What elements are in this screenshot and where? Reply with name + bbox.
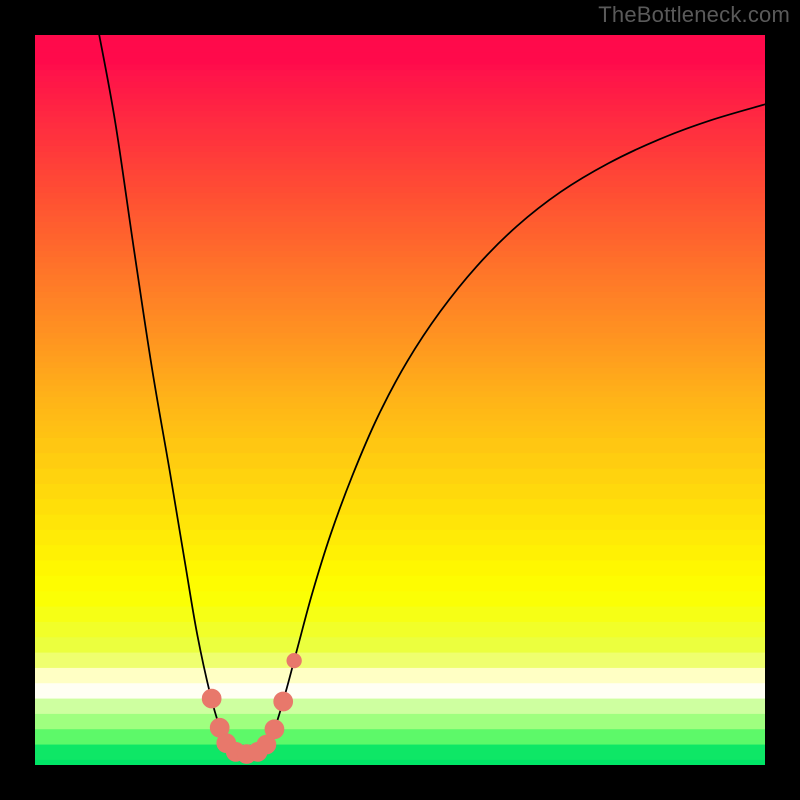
gradient-stripe (35, 420, 765, 426)
gradient-stripe (35, 591, 765, 607)
gradient-stripe (35, 111, 765, 117)
gradient-stripe (35, 239, 765, 245)
gradient-stripe (35, 426, 765, 432)
gradient-stripe (35, 117, 765, 123)
gradient-stripe (35, 88, 765, 94)
gradient-stripe (35, 432, 765, 438)
gradient-stripe (35, 216, 765, 222)
data-marker (265, 720, 284, 739)
gradient-stripe (35, 280, 765, 286)
gradient-stripe (35, 128, 765, 134)
gradient-stripe (35, 415, 765, 421)
gradient-stripe (35, 380, 765, 386)
gradient-stripe (35, 210, 765, 216)
gradient-stripe (35, 187, 765, 193)
gradient-stripe (35, 637, 765, 653)
gradient-stripe (35, 438, 765, 454)
gradient-stripe (35, 515, 765, 531)
gradient-stripe (35, 385, 765, 391)
gradient-stripe (35, 245, 765, 251)
gradient-stripe (35, 99, 765, 105)
gradient-stripe (35, 350, 765, 356)
gradient-stripe (35, 163, 765, 169)
chart-canvas (35, 35, 765, 765)
gradient-stripe (35, 35, 765, 41)
gradient-stripe (35, 181, 765, 187)
gradient-stripe (35, 169, 765, 175)
gradient-stripe (35, 257, 765, 263)
gradient-stripe (35, 193, 765, 199)
gradient-stripe (35, 699, 765, 715)
gradient-stripe (35, 58, 765, 64)
gradient-stripe (35, 499, 765, 515)
gradient-stripe (35, 653, 765, 669)
gradient-stripe (35, 234, 765, 240)
gradient-stripe (35, 333, 765, 339)
data-marker (202, 689, 221, 708)
gradient-stripe (35, 41, 765, 47)
gradient-stripe (35, 453, 765, 469)
gradient-stripe (35, 484, 765, 500)
gradient-stripe (35, 105, 765, 111)
gradient-stripe (35, 683, 765, 699)
gradient-stripe (35, 82, 765, 88)
gradient-stripe (35, 228, 765, 234)
gradient-stripe (35, 745, 765, 761)
gradient-stripe (35, 152, 765, 158)
gradient-stripe (35, 70, 765, 76)
gradient-background (35, 35, 765, 765)
chart-frame: TheBottleneck.com (0, 0, 800, 800)
gradient-stripe (35, 175, 765, 181)
gradient-stripe (35, 397, 765, 403)
data-marker (287, 653, 302, 668)
gradient-stripe (35, 530, 765, 546)
gradient-stripe (35, 93, 765, 99)
gradient-stripe (35, 469, 765, 485)
gradient-stripe (35, 561, 765, 577)
gradient-stripe (35, 298, 765, 304)
gradient-stripe (35, 729, 765, 745)
gradient-stripe (35, 668, 765, 684)
gradient-stripe (35, 53, 765, 59)
gradient-stripe (35, 222, 765, 228)
gradient-stripe (35, 199, 765, 205)
gradient-stripe (35, 714, 765, 730)
watermark-text: TheBottleneck.com (598, 2, 790, 28)
gradient-stripe (35, 327, 765, 333)
gradient-stripe (35, 576, 765, 592)
gradient-stripe (35, 47, 765, 53)
gradient-stripe (35, 545, 765, 561)
gradient-stripe (35, 345, 765, 351)
gradient-stripe (35, 251, 765, 257)
gradient-stripe (35, 760, 765, 765)
data-marker (274, 692, 293, 711)
gradient-stripe (35, 292, 765, 298)
gradient-stripe (35, 391, 765, 397)
gradient-stripe (35, 274, 765, 280)
plot-area (35, 35, 765, 765)
gradient-stripe (35, 403, 765, 409)
gradient-stripe (35, 134, 765, 140)
gradient-stripe (35, 607, 765, 623)
gradient-stripe (35, 339, 765, 345)
gradient-stripe (35, 409, 765, 415)
gradient-stripe (35, 356, 765, 362)
gradient-stripe (35, 304, 765, 310)
gradient-stripe (35, 204, 765, 210)
gradient-stripe (35, 64, 765, 70)
gradient-stripe (35, 269, 765, 275)
gradient-stripe (35, 263, 765, 269)
gradient-stripe (35, 622, 765, 638)
gradient-stripe (35, 362, 765, 368)
gradient-stripe (35, 286, 765, 292)
gradient-stripe (35, 146, 765, 152)
gradient-stripe (35, 158, 765, 164)
gradient-stripe (35, 123, 765, 129)
gradient-stripe (35, 76, 765, 82)
